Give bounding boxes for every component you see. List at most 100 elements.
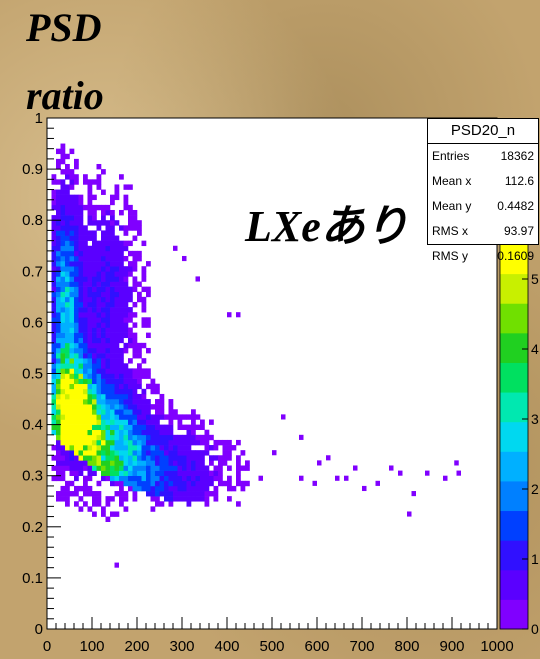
heatmap-cell xyxy=(83,342,88,349)
heatmap-cell xyxy=(195,276,200,282)
heatmap-cell xyxy=(60,383,66,390)
stats-label: Mean y xyxy=(432,199,472,213)
heatmap-cell xyxy=(164,445,169,451)
heatmap-cell xyxy=(74,276,79,282)
heatmap-cell xyxy=(78,470,84,476)
heatmap-cell xyxy=(92,291,97,298)
heatmap-cell xyxy=(141,485,147,492)
heatmap-cell xyxy=(83,388,88,395)
heatmap-cell xyxy=(74,266,79,272)
heatmap-cell xyxy=(110,475,115,482)
heatmap-cell xyxy=(195,470,201,476)
heatmap-cell xyxy=(101,404,106,410)
heatmap-cell xyxy=(74,271,79,277)
heatmap-cell xyxy=(186,439,192,446)
heatmap-cell xyxy=(110,434,115,441)
heatmap-cell xyxy=(69,184,75,190)
heatmap-cell xyxy=(186,491,192,497)
heatmap-cell xyxy=(101,506,106,512)
heatmap-cell xyxy=(132,439,138,446)
heatmap-cell xyxy=(101,307,106,313)
heatmap-cell xyxy=(101,296,106,303)
heatmap-cell xyxy=(218,460,223,466)
heatmap-cell xyxy=(65,189,70,195)
heatmap-cell xyxy=(78,240,84,247)
heatmap-cell xyxy=(128,393,133,400)
heatmap-cell xyxy=(60,393,66,400)
heatmap-cell xyxy=(101,337,106,344)
heatmap-cell xyxy=(92,342,97,349)
heatmap-cell xyxy=(177,414,183,420)
heatmap-cell xyxy=(83,409,88,415)
heatmap-cell xyxy=(123,460,129,466)
heatmap-cell xyxy=(186,455,192,461)
heatmap-cell xyxy=(60,455,66,461)
heatmap-cell xyxy=(74,209,79,216)
heatmap-cell xyxy=(56,445,61,451)
heatmap-cell xyxy=(87,184,93,190)
heatmap-cell xyxy=(92,281,97,287)
stats-label: Mean x xyxy=(432,174,472,188)
heatmap-cell xyxy=(60,255,66,262)
heatmap-cell xyxy=(132,353,138,359)
heatmap-cell xyxy=(114,439,120,446)
heatmap-cell xyxy=(141,424,147,431)
heatmap-cell xyxy=(65,424,70,431)
heatmap-cell xyxy=(123,419,129,425)
heatmap-cell xyxy=(51,281,57,287)
heatmap-cell xyxy=(195,475,201,482)
heatmap-cell xyxy=(101,424,106,431)
heatmap-cell xyxy=(51,194,57,201)
heatmap-cell xyxy=(245,460,250,466)
heatmap-cell xyxy=(87,414,93,420)
heatmap-cell xyxy=(105,281,111,287)
heatmap-cell xyxy=(132,424,138,431)
heatmap-cell xyxy=(96,409,102,415)
heatmap-cell xyxy=(83,414,88,420)
heatmap-cell xyxy=(60,363,66,369)
heatmap-cell xyxy=(182,439,187,446)
heatmap-cell xyxy=(74,455,79,461)
heatmap-cell xyxy=(83,445,88,451)
heatmap-cell xyxy=(65,317,70,323)
heatmap-cell xyxy=(123,199,129,206)
heatmap-cell xyxy=(155,399,160,405)
heatmap-cell xyxy=(105,291,111,298)
heatmap-cell xyxy=(150,480,156,487)
heatmap-cell xyxy=(204,496,210,502)
heatmap-cell xyxy=(96,450,102,456)
stats-row-entries: Entries 18362 xyxy=(428,144,538,169)
heatmap-cell xyxy=(78,327,84,333)
heatmap-cell xyxy=(150,383,156,390)
heatmap-cell xyxy=(69,240,75,247)
heatmap-cell xyxy=(137,465,142,471)
heatmap-cell xyxy=(56,261,61,267)
heatmap-cell xyxy=(105,501,111,507)
heatmap-cell xyxy=(114,353,120,359)
heatmap-cell xyxy=(110,383,115,390)
heatmap-cell xyxy=(128,209,133,216)
heatmap-cell xyxy=(182,470,187,476)
heatmap-cell xyxy=(105,378,111,385)
heatmap-cell xyxy=(92,286,97,293)
heatmap-cell xyxy=(83,250,88,257)
heatmap-cell xyxy=(83,480,88,487)
heatmap-cell xyxy=(146,424,151,431)
heatmap-cell xyxy=(155,419,160,425)
heatmap-cell xyxy=(74,445,79,451)
heatmap-cell xyxy=(87,429,93,436)
heatmap-cell xyxy=(128,204,133,211)
heatmap-cell xyxy=(186,429,192,436)
heatmap-cell xyxy=(231,485,237,492)
heatmap-cell xyxy=(137,409,142,415)
heatmap-cell xyxy=(69,199,75,206)
heatmap-cell xyxy=(132,470,138,476)
heatmap-cell xyxy=(137,404,142,410)
heatmap-cell xyxy=(56,419,61,425)
heatmap-cell xyxy=(74,291,79,298)
heatmap-cell xyxy=(78,373,84,379)
heatmap-cell xyxy=(191,439,196,446)
heatmap-cell xyxy=(123,301,129,308)
heatmap-cell xyxy=(132,301,138,308)
heatmap-cell xyxy=(74,501,79,507)
